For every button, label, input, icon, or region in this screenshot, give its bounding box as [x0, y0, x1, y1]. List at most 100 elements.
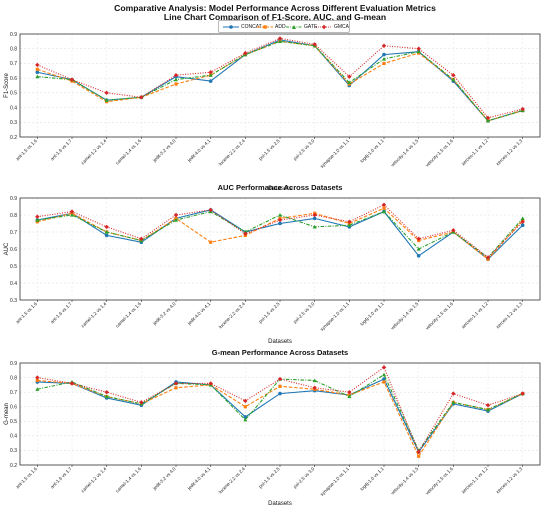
data-point-gate [416, 49, 421, 54]
panel-title: G-mean Performance Across Datasets [212, 348, 348, 357]
data-point-add [382, 380, 386, 384]
data-point-gmca [208, 381, 213, 386]
data-point-gate [451, 400, 456, 404]
x-tick-label: camel-1.2 vs 1.4 [80, 301, 108, 329]
data-point-concat [243, 415, 248, 419]
data-point-gmca [485, 115, 491, 121]
x-tick-label: xerces-1.1 vs 1.2 [460, 301, 489, 330]
x-tick-label: synapse-1.0 vs 1.1 [319, 138, 350, 169]
x-tick-label: camel-1.2 vs 1.4 [80, 466, 108, 494]
figure-title: Comparative Analysis: Model Performance … [114, 3, 436, 13]
x-tick-label: velocity-1.5 vs 1.6 [424, 466, 454, 496]
data-point-gmca [381, 202, 387, 207]
data-point-gate [174, 77, 178, 82]
data-point-gmca [35, 375, 40, 380]
data-point-gmca [416, 449, 421, 455]
x-tick-label: poi-2.5 vs 3.0 [292, 466, 315, 489]
data-point-gmca [451, 391, 456, 396]
data-point-gmca [173, 73, 179, 78]
x-tick-label: xerces-1.1 vs 1.2 [460, 138, 489, 167]
y-tick-label: 0.2 [10, 135, 17, 141]
data-point-gmca [312, 212, 317, 218]
x-tick-label: camel-1.2 vs 1.4 [80, 138, 108, 166]
data-point-add [35, 378, 39, 383]
x-tick-label: poi-2.5 vs 3.0 [292, 301, 315, 324]
data-point-gate [278, 213, 282, 217]
x-tick-label: ant-1.5 vs 1.6 [15, 466, 39, 490]
data-point-gate [278, 39, 282, 43]
x-tick-label: ant-1.6 vs 1.7 [49, 301, 73, 325]
x-tick-label: poi-1.5 vs 2.5 [258, 301, 281, 324]
data-point-gate [70, 213, 74, 217]
data-point-gmca [139, 95, 144, 100]
legend-label-concat: CONCAT [241, 23, 262, 30]
x-tick-label: xerces-1.2 vs 1.3 [495, 466, 524, 495]
x-tick-label: velocity-1.5 vs 1.6 [424, 301, 454, 331]
data-point-gate [174, 218, 178, 222]
data-point-gmca [104, 224, 109, 230]
data-point-gmca [35, 214, 40, 219]
data-point-gate [486, 118, 490, 123]
y-tick-label: 0.7 [10, 230, 17, 236]
legend-swatch-add [257, 24, 273, 29]
x-tick-label: synapse-1.0 vs 1.1 [319, 466, 350, 497]
y-tick-label: 0.6 [10, 76, 17, 82]
data-point-add [35, 67, 39, 71]
data-point-concat [416, 254, 421, 258]
data-point-gmca [69, 77, 75, 82]
x-tick-label: log4j-1.0 vs 1.1 [359, 466, 385, 492]
x-tick-label: lucene-2.2 vs 2.4 [218, 138, 247, 167]
data-point-gate [35, 387, 40, 391]
x-tick-label: poi-2.5 vs 3.0 [292, 138, 315, 161]
data-point-concat [278, 391, 282, 396]
x-tick-label: jedit-3.2 vs 4.0 [151, 466, 177, 492]
x-tick-label: velocity-1.4 vs 1.5 [390, 466, 420, 496]
legend-item-concat: CONCAT [223, 21, 262, 32]
data-point-gmca [173, 381, 179, 386]
x-tick-label: lucene-2.2 vs 2.4 [218, 301, 247, 330]
legend-item-gmca: GMCA [316, 21, 349, 32]
data-point-add [243, 405, 247, 409]
data-point-gate [382, 57, 386, 61]
y-tick-label: 0.6 [10, 405, 17, 411]
figure-subtitle: Line Chart Comparison of F1-Score, AUC, … [163, 12, 387, 22]
y-tick-label: 0.3 [10, 298, 17, 304]
data-point-gate [520, 216, 525, 220]
series-line-concat [37, 39, 523, 122]
data-point-gmca [520, 106, 525, 112]
x-tick-label: camel-1.4 vs 1.6 [115, 466, 143, 494]
series-line-gmca [37, 366, 523, 454]
legend: CONCAT ADD GATE GMCA [218, 20, 350, 33]
y-tick-label: 0.8 [10, 375, 17, 381]
data-point-gmca [312, 385, 317, 390]
y-tick-label: 0.4 [10, 434, 17, 440]
x-tick-label: lucene-2.2 vs 2.4 [218, 466, 247, 495]
x-tick-label: xerces-1.2 vs 1.3 [495, 301, 524, 330]
x-axis-label: Datasets [268, 186, 292, 192]
data-point-concat [104, 233, 109, 238]
data-point-gate [208, 73, 213, 77]
data-point-gmca [416, 46, 421, 51]
data-point-concat [382, 52, 386, 57]
y-tick-label: 0.8 [10, 47, 17, 53]
legend-label-gate: GATE [304, 23, 318, 30]
data-point-gate [243, 417, 248, 422]
x-tick-label: velocity-1.5 vs 1.6 [424, 138, 454, 168]
data-point-gmca [139, 236, 144, 241]
data-point-gate [382, 209, 386, 214]
y-tick-label: 0.8 [10, 213, 17, 219]
data-point-gmca [416, 236, 421, 241]
x-tick-label: velocity-1.4 vs 1.5 [390, 138, 420, 168]
data-point-gate [35, 218, 40, 222]
y-tick-label: 0.4 [10, 281, 17, 287]
data-point-add [417, 454, 421, 458]
y-axis-label: G-mean [4, 403, 10, 425]
data-point-concat [35, 70, 40, 75]
series-line-gate [37, 40, 523, 122]
legend-swatch-concat [223, 24, 239, 29]
x-tick-label: synapse-1.0 vs 1.1 [319, 301, 350, 332]
data-point-add [35, 220, 39, 224]
data-point-gmca [381, 43, 387, 48]
